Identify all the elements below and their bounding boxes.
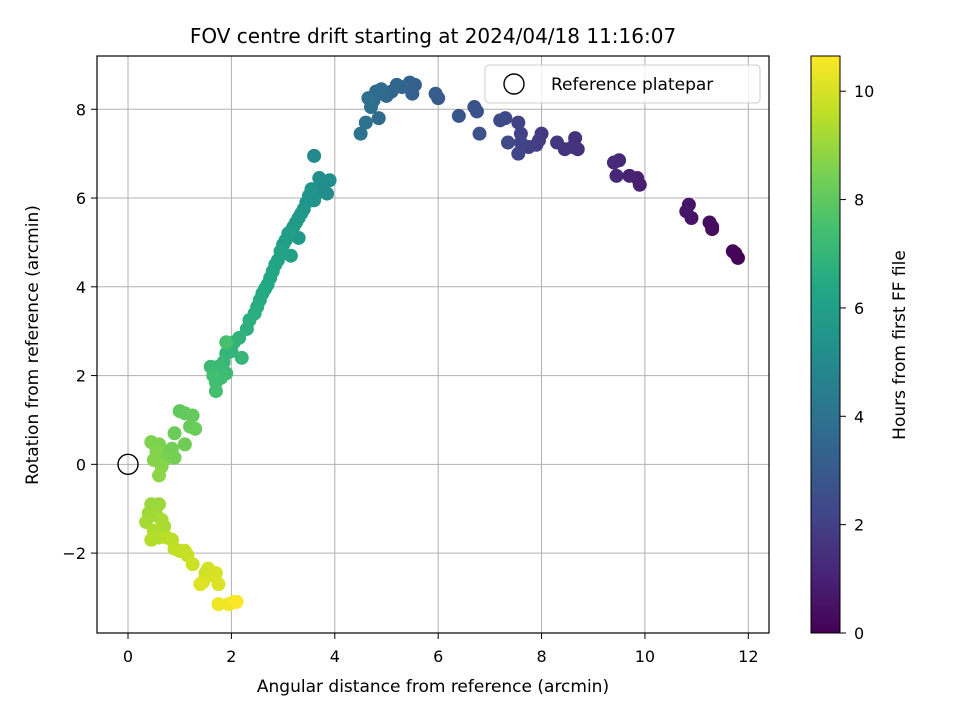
plot-frame: [96, 55, 770, 634]
y-tick-label: 4: [76, 278, 86, 297]
data-point: [152, 497, 167, 512]
data-point: [188, 421, 203, 436]
data-point: [361, 91, 376, 106]
chart-title: FOV centre drift starting at 2024/04/18 …: [190, 24, 676, 48]
colorbar-tick-label: 2: [854, 516, 864, 535]
data-point: [152, 468, 167, 483]
data-point: [211, 577, 226, 592]
x-tick-label: 6: [433, 647, 443, 666]
data-point: [144, 532, 159, 547]
y-tick-label: 8: [76, 100, 86, 119]
data-point: [705, 219, 720, 234]
colorbar-tick-label: 4: [854, 407, 864, 426]
x-tick-label: 0: [123, 647, 133, 666]
x-tick-label: 8: [536, 647, 546, 666]
colorbar-tick-label: 0: [854, 624, 864, 643]
x-tick-label: 10: [635, 647, 655, 666]
y-tick-label: 6: [76, 189, 86, 208]
data-point: [371, 111, 386, 126]
colorbar-label: Hours from first FF file: [890, 250, 910, 440]
y-tick-label: −2: [62, 544, 86, 563]
y-tick-label: 0: [76, 455, 86, 474]
data-point: [206, 368, 221, 383]
data-point: [622, 168, 637, 183]
legend-label: Reference platepar: [551, 75, 713, 95]
data-point: [208, 384, 223, 399]
colorbar-gradient: [810, 55, 841, 634]
data-point: [234, 350, 249, 365]
data-point: [513, 135, 528, 150]
x-tick-label: 2: [226, 647, 236, 666]
data-point: [472, 126, 487, 141]
data-point: [725, 244, 740, 259]
data-point: [312, 171, 327, 186]
data-point: [511, 146, 526, 161]
data-point: [219, 335, 234, 350]
data-point: [208, 566, 223, 581]
legend-box: [484, 64, 761, 104]
y-axis-label: Rotation from reference (arcmin): [23, 205, 43, 485]
data-point: [185, 408, 200, 423]
data-point: [167, 426, 182, 441]
data-point: [177, 437, 192, 452]
data-point: [307, 148, 322, 163]
data-point: [550, 135, 565, 150]
data-point: [609, 168, 624, 183]
data-points: [139, 75, 745, 612]
data-point: [511, 115, 526, 130]
legend: Reference platepar: [484, 64, 761, 104]
data-point: [193, 577, 208, 592]
data-point: [493, 113, 508, 128]
y-tick-label: 2: [76, 367, 86, 386]
data-point: [358, 115, 373, 130]
axis-ticks: 0 2 4 6 8 10 12 −2 0 2 4 6 8: [62, 100, 758, 666]
data-point: [229, 594, 244, 609]
data-point: [211, 597, 226, 612]
data-point: [353, 126, 368, 141]
x-tick-label: 4: [330, 647, 340, 666]
colorbar-ticks: 0 2 4 6 8 10: [840, 82, 874, 643]
reference-point: [117, 453, 139, 476]
reference-marker: [117, 453, 139, 476]
grid: [97, 56, 769, 633]
data-point: [185, 557, 200, 572]
data-point: [500, 135, 515, 150]
colorbar: 0 2 4 6 8 10 Hours from first FF file: [810, 55, 910, 643]
data-point: [467, 100, 482, 115]
data-point: [405, 86, 420, 101]
colorbar-tick-label: 6: [854, 299, 864, 318]
colorbar-tick-label: 10: [854, 82, 874, 101]
data-point: [606, 155, 621, 170]
data-point: [451, 108, 466, 123]
data-point: [679, 204, 694, 219]
x-tick-label: 12: [738, 647, 758, 666]
colorbar-tick-label: 8: [854, 191, 864, 210]
legend-marker: [503, 73, 525, 95]
x-axis-label: Angular distance from reference (arcmin): [257, 677, 609, 697]
data-point: [428, 86, 443, 101]
